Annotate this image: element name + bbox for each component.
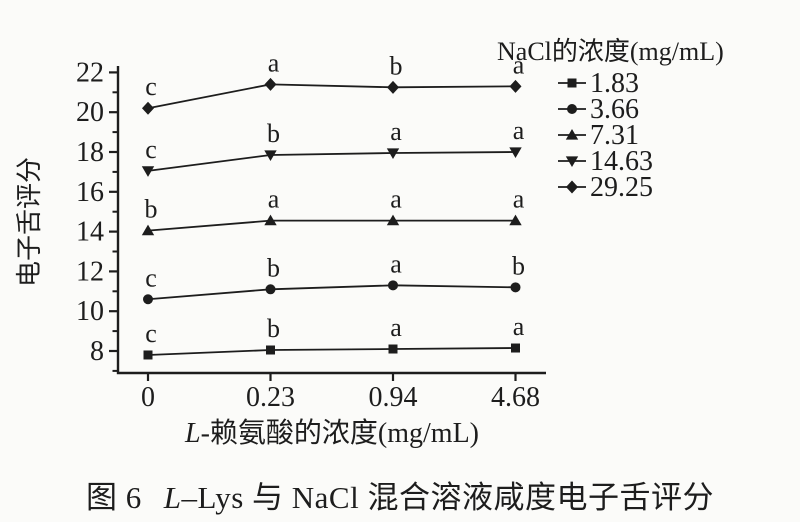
point-label: a — [513, 116, 525, 145]
point-label: a — [390, 313, 402, 342]
figure-caption: 图 6 L–Lys 与 NaCl 混合溶液咸度电子舌评分 — [0, 472, 800, 517]
caption-title-italic-l: L — [163, 480, 182, 515]
y-axis-title: 电子舌评分 — [15, 157, 44, 287]
point-label: a — [268, 185, 280, 214]
point-label: a — [513, 185, 525, 214]
point-label: b — [145, 195, 158, 224]
point-label: b — [512, 251, 525, 280]
point-label: a — [268, 48, 280, 77]
point-label: b — [390, 51, 403, 80]
x-tick-label: 0.23 — [246, 382, 295, 413]
caption-figure-number: 图 6 — [86, 480, 142, 515]
series-line-29.25 — [147, 83, 516, 110]
marker-circle-icon — [510, 282, 521, 293]
point-label: b — [267, 119, 280, 148]
series-line-3.66 — [147, 284, 516, 301]
marker-square-icon — [388, 344, 398, 354]
marker-diamond-icon — [566, 180, 578, 194]
point-label: a — [513, 312, 525, 341]
legend-entry-label: 1.83 — [590, 68, 639, 99]
marker-triangle-down-icon — [141, 166, 155, 177]
marker-circle-icon — [388, 280, 398, 291]
marker-diamond-icon — [142, 101, 154, 115]
y-tick-label: 14 — [76, 217, 104, 248]
marker-circle-icon — [143, 294, 153, 305]
point-label: a — [390, 185, 402, 214]
series-line-7.31 — [147, 219, 516, 232]
marker-diamond-icon — [387, 80, 399, 94]
y-tick-label: 12 — [76, 256, 104, 287]
marker-square-icon — [143, 350, 153, 360]
point-label: b — [267, 253, 280, 282]
point-label: c — [145, 319, 157, 348]
legend-entry-label: 14.63 — [590, 146, 653, 177]
marker-triangle-down-icon — [565, 156, 579, 167]
marker-triangle-up-icon — [509, 214, 522, 226]
marker-circle-icon — [265, 284, 276, 295]
axes-spines — [116, 66, 546, 375]
marker-triangle-up-icon — [141, 224, 155, 236]
marker-square-icon — [266, 345, 275, 355]
y-tick-label: 18 — [76, 137, 104, 168]
y-tick-label: 8 — [90, 336, 104, 367]
marker-diamond-icon — [264, 77, 277, 91]
marker-circle-icon — [567, 104, 577, 114]
marker-triangle-down-icon — [264, 150, 277, 161]
y-tick-label: 22 — [76, 57, 104, 88]
point-label: c — [145, 263, 157, 292]
marker-triangle-down-icon — [509, 147, 522, 158]
marker-triangle-down-icon — [386, 148, 400, 159]
point-label: c — [145, 135, 157, 164]
y-tick-label: 20 — [76, 97, 104, 128]
marker-diamond-icon — [509, 79, 522, 93]
marker-triangle-up-icon — [264, 214, 277, 226]
y-tick-label: 16 — [76, 177, 104, 208]
point-label: a — [513, 50, 525, 79]
point-label: c — [145, 72, 157, 101]
marker-triangle-up-icon — [565, 129, 579, 140]
marker-square-icon — [567, 78, 577, 88]
point-label: a — [390, 117, 402, 146]
series-line-1.83 — [147, 347, 516, 356]
x-tick-label: 0.94 — [369, 382, 418, 413]
legend-title: NaCl的浓度(mg/mL) — [497, 37, 724, 66]
point-label: a — [390, 249, 402, 278]
x-axis-title: L-赖氨酸的浓度(mg/mL) — [184, 417, 479, 449]
caption-title-rest: –Lys 与 NaCl 混合溶液咸度电子舌评分 — [181, 480, 714, 515]
legend-entry-label: 7.31 — [590, 120, 639, 151]
x-tick-label: 4.68 — [491, 382, 540, 413]
x-tick-label: 0 — [141, 382, 155, 413]
legend-entry-label: 3.66 — [590, 94, 639, 125]
point-label: b — [267, 314, 280, 343]
marker-square-icon — [511, 343, 520, 353]
legend-entry-label: 29.25 — [590, 172, 653, 203]
caption-title: L–Lys 与 NaCl 混合溶液咸度电子舌评分 — [164, 472, 714, 517]
series-line-14.63 — [147, 151, 516, 172]
y-tick-label: 10 — [76, 296, 104, 327]
marker-triangle-up-icon — [386, 214, 400, 226]
line-chart: 8 10 12 14 16 18 20 22 0 0.23 0.94 4.68 L-赖氨酸的浓度(mg/… — [15, 37, 724, 449]
